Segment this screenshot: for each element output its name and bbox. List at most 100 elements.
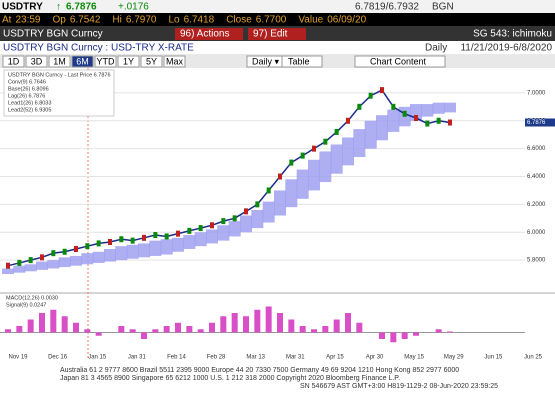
cloud-segment <box>296 169 309 199</box>
cloud-segment <box>172 237 184 252</box>
candle <box>176 230 180 237</box>
stats-bar <box>0 13 555 26</box>
x-tick-label: May 29 <box>444 355 464 361</box>
macd-bar <box>356 322 363 333</box>
period-button[interactable] <box>94 55 117 68</box>
content-button[interactable] <box>354 55 446 68</box>
macd-bar <box>333 319 340 333</box>
period-button[interactable] <box>71 55 94 68</box>
cloud-segment <box>274 190 286 216</box>
footer-line: SN 546679 AST GMT+3:00 H819-1129-2 08-Ju… <box>300 383 498 390</box>
candle <box>255 201 260 208</box>
period-label[interactable]: 1Y <box>123 56 134 66</box>
macd-bar <box>435 329 442 333</box>
period: Daily <box>425 43 447 54</box>
bid-ask: 6.7819/6.7932 <box>355 2 419 13</box>
date-range: 11/21/2019-6/8/2020 <box>460 43 552 54</box>
legend-entry: Lead1(26) 6.8033 <box>8 100 51 106</box>
cloud-segment <box>240 215 252 233</box>
candle <box>119 236 124 243</box>
cloud-segment <box>36 261 48 270</box>
macd-bar <box>345 313 351 333</box>
candle <box>300 152 305 159</box>
candle <box>62 248 67 255</box>
macd-bar <box>197 329 204 333</box>
period-button[interactable] <box>163 55 186 68</box>
y-tick-label: 6.6000 <box>527 146 546 152</box>
cloud-segment <box>126 244 139 259</box>
cloud-segment <box>13 265 26 273</box>
candle <box>266 187 271 194</box>
x-tick-label: Feb 28 <box>207 355 226 361</box>
period-label[interactable]: Max <box>166 56 184 66</box>
macd-bar <box>265 306 272 333</box>
source: BGN <box>432 2 454 13</box>
description: USDTRY BGN Curncy : USD-TRY X-RATE <box>3 43 194 54</box>
table-button[interactable] <box>281 55 323 68</box>
actions-label[interactable]: 96) Actions <box>180 29 229 40</box>
candle <box>368 92 373 99</box>
edit-button[interactable] <box>248 28 306 40</box>
period-label[interactable]: 6M <box>76 56 89 66</box>
last-price: 6.7876 <box>66 2 97 13</box>
legend-entry: Base(26) 6.8096 <box>8 86 49 92</box>
candle <box>6 262 10 269</box>
period-button[interactable] <box>140 55 163 68</box>
cloud-segment <box>262 201 275 223</box>
x-tick-label: Feb 14 <box>167 355 186 361</box>
x-tick-label: Jan 31 <box>128 355 147 361</box>
candle <box>17 259 22 266</box>
price-tag-label: 6.7876 <box>527 120 546 126</box>
macd-legend: MACD(12,26) 0.0030 <box>6 295 58 301</box>
period-label[interactable]: 1M <box>53 56 66 66</box>
candle <box>334 128 339 135</box>
period-button[interactable] <box>117 55 140 68</box>
macd-bar <box>61 316 68 333</box>
period-label[interactable]: YTD <box>97 56 116 66</box>
edit-label[interactable]: 97) Edit <box>253 29 288 40</box>
x-tick-label: Jun 15 <box>484 355 503 361</box>
period-button[interactable] <box>25 55 48 68</box>
candle <box>130 237 135 244</box>
period-button[interactable] <box>48 55 71 68</box>
cloud-segment <box>47 260 60 269</box>
cloud-segment <box>138 243 150 258</box>
macd-bar <box>390 332 397 343</box>
macd-bar <box>39 313 45 333</box>
candle <box>436 117 441 124</box>
price-line <box>7 89 451 267</box>
candle <box>232 215 237 222</box>
macd-bar <box>163 326 170 333</box>
stat-key: Hi <box>112 15 121 26</box>
cloud-segment <box>364 120 377 149</box>
table[interactable]: Table <box>288 56 310 66</box>
candle <box>74 245 78 252</box>
frequency[interactable]: Daily ▾ <box>252 56 280 66</box>
period-button[interactable] <box>2 55 25 68</box>
macd-bar <box>243 316 249 333</box>
macd-bar <box>129 329 136 333</box>
footer-line: Australia 61 2 9777 8600 Brazil 5511 239… <box>60 367 459 374</box>
candle <box>448 119 452 126</box>
x-tick-label: Nov 19 <box>8 355 28 361</box>
content[interactable]: Chart Content <box>370 56 427 66</box>
candle <box>402 110 407 117</box>
stat-key: Value <box>298 15 323 26</box>
stat-value: 6.7542 <box>70 15 101 26</box>
footer <box>0 362 555 400</box>
macd-bar <box>277 313 283 333</box>
actions-button[interactable] <box>175 28 243 40</box>
macd-bar <box>152 329 159 333</box>
period-label[interactable]: 5Y <box>146 56 157 66</box>
y-tick-label: 6.4000 <box>527 174 546 180</box>
period-label[interactable]: 1D <box>8 56 20 66</box>
cloud-segment <box>160 239 173 255</box>
macd-bar <box>209 322 215 333</box>
cloud-segment <box>376 115 388 141</box>
period-label[interactable]: 3D <box>31 56 43 66</box>
x-tick-label: Apr 15 <box>326 355 344 361</box>
macd-bar <box>401 332 408 339</box>
macd-bar <box>73 322 79 333</box>
